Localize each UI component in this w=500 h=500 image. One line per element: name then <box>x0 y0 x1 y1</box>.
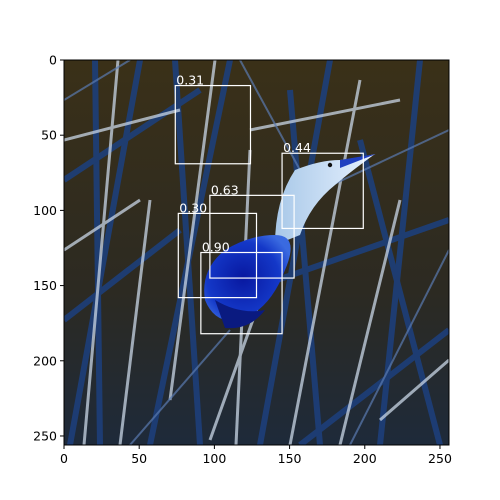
y-tick-label: 50 <box>41 128 57 143</box>
detection-rect <box>200 251 283 335</box>
detection-box: 0.90 <box>200 240 283 335</box>
detection-score: 0.90 <box>202 240 230 255</box>
y-tick-label: 150 <box>33 278 57 293</box>
x-axis: 0 50 100 150 200 250 <box>60 445 452 466</box>
x-tick-label: 150 <box>278 451 302 466</box>
axes-frame <box>63 59 450 446</box>
photo <box>64 60 449 445</box>
y-tick-label: 250 <box>33 428 57 443</box>
detection-boxes: 0.31 0.44 0.63 0.30 0.90 <box>174 73 364 335</box>
x-tick-label: 200 <box>353 451 377 466</box>
x-tick-label: 50 <box>131 451 147 466</box>
detection-score: 0.63 <box>211 182 239 197</box>
y-tick-label: 100 <box>33 203 57 218</box>
x-tick-label: 250 <box>428 451 452 466</box>
x-tick-label: 100 <box>202 451 226 466</box>
detection-box: 0.30 <box>177 200 258 299</box>
detection-box: 0.44 <box>281 140 364 230</box>
detection-score: 0.31 <box>176 73 204 88</box>
y-tick-label: 0 <box>49 53 57 68</box>
detection-score: 0.44 <box>283 140 311 155</box>
detection-box: 0.63 <box>209 182 295 279</box>
detection-rect <box>281 152 364 230</box>
detection-rect <box>209 194 295 279</box>
detection-rect <box>174 84 252 165</box>
y-tick-label: 200 <box>33 353 57 368</box>
detection-box: 0.31 <box>174 73 252 165</box>
x-tick-label: 0 <box>60 451 68 466</box>
detection-score: 0.30 <box>179 200 207 215</box>
detection-rect <box>177 212 258 299</box>
y-axis: 0 50 100 150 200 250 <box>33 53 64 443</box>
